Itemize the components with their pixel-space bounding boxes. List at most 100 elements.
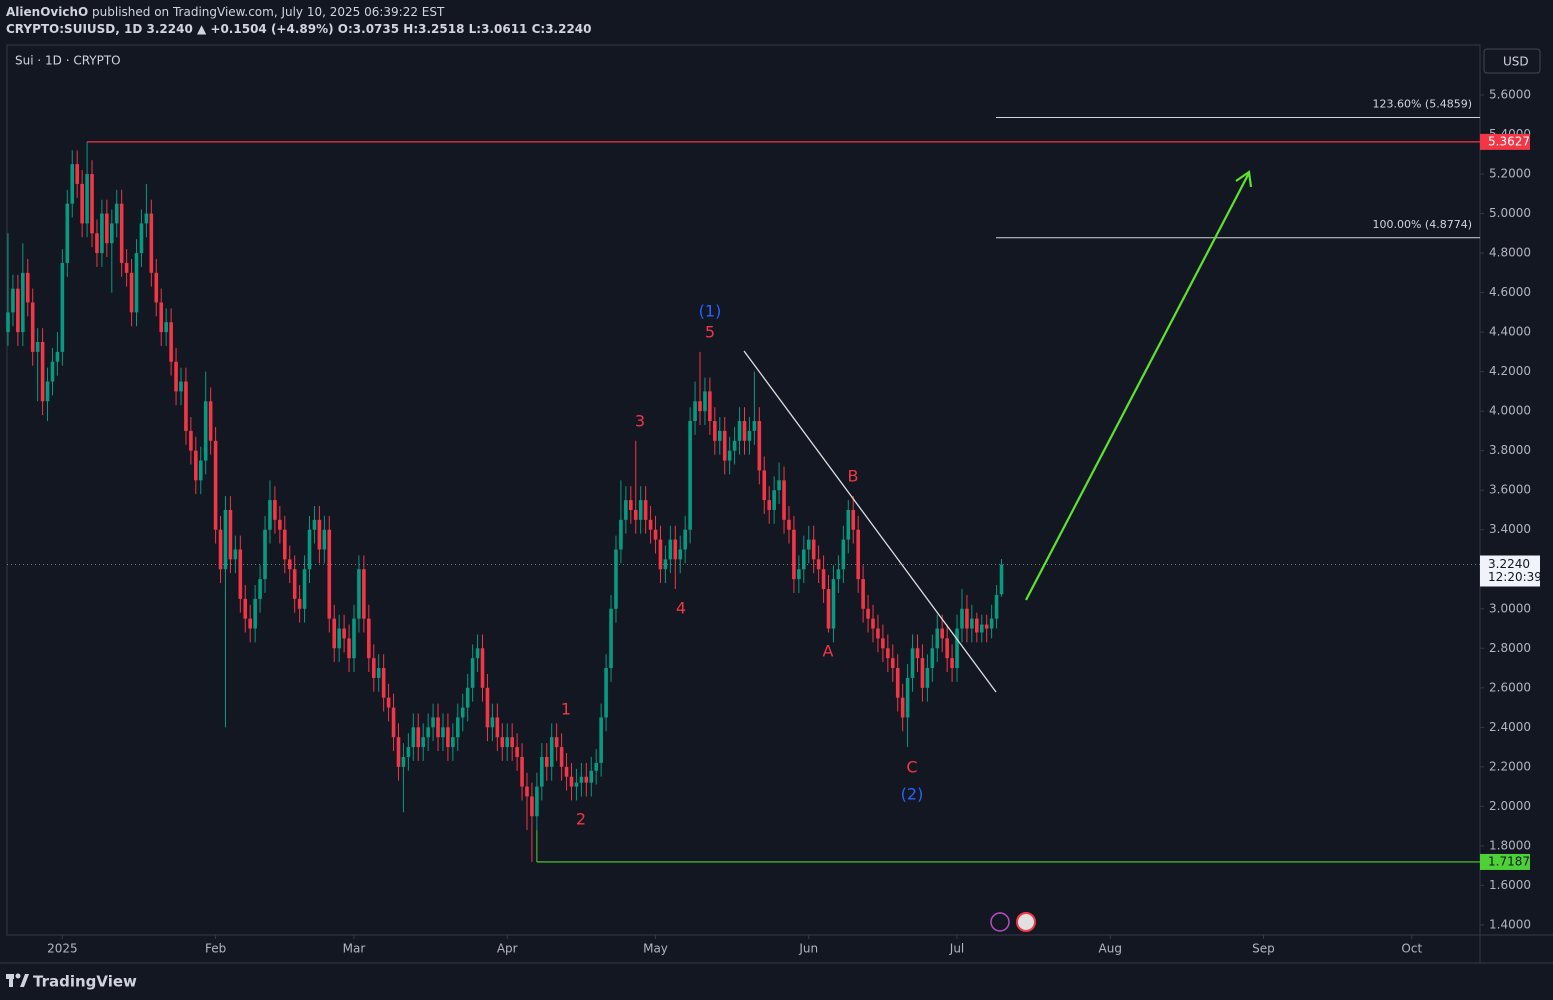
candle-body: [520, 756, 524, 787]
candle-body: [21, 272, 25, 333]
candle-body: [312, 519, 317, 530]
candle-body: [485, 687, 490, 728]
candle-body: [836, 569, 841, 580]
h-value: 3.2518: [418, 22, 465, 36]
candle-body: [475, 648, 480, 659]
target-arrow: [1025, 170, 1253, 601]
symbol-line: CRYPTO:SUIUSD, 1D 3.2240 ▲ +0.1504 (+4.8…: [6, 21, 592, 38]
series-layer: 5.60005.40005.20005.00004.80004.60004.40…: [6, 87, 1542, 956]
candle-body: [431, 717, 435, 728]
candle-body: [50, 361, 55, 382]
candle-body: [347, 638, 351, 659]
candle-body: [890, 658, 895, 669]
arrow-shaft: [1025, 172, 1250, 601]
candle-body: [806, 539, 811, 550]
candle-body: [228, 509, 233, 560]
candle-body: [45, 381, 50, 402]
candle-body: [119, 203, 124, 263]
candle-body: [930, 648, 935, 669]
l-label: L:: [468, 22, 482, 36]
candle-body: [510, 737, 514, 748]
c-label: C:: [531, 22, 546, 36]
price-badge-label: 5.3627: [1488, 134, 1530, 148]
candle-body: [629, 500, 633, 510]
candle-body: [70, 164, 75, 204]
candle-body: [297, 598, 302, 609]
candle-body: [381, 668, 386, 698]
publish-line: AlienOvichO published on TradingView.com…: [6, 4, 592, 21]
y-tick-label: 4.0000: [1489, 404, 1531, 418]
candle-body: [337, 628, 341, 649]
y-tick-label: 4.2000: [1489, 364, 1531, 378]
candle-body: [342, 628, 346, 639]
candle-body: [658, 539, 663, 570]
candle-body: [263, 529, 267, 580]
candle-body: [777, 480, 781, 491]
candle-body: [218, 529, 223, 570]
event-icon[interactable]: [1016, 912, 1036, 932]
candle-body: [154, 272, 159, 303]
candle-body: [436, 717, 440, 738]
y-tick-label: 2.2000: [1489, 759, 1531, 773]
y-tick-label: 5.0000: [1489, 206, 1531, 220]
header: AlienOvichO published on TradingView.com…: [6, 4, 592, 38]
candle-body: [579, 776, 584, 783]
candle-body: [727, 450, 732, 461]
brand: TradingView: [33, 973, 137, 991]
candle-body: [717, 430, 722, 441]
candle-body: [446, 727, 450, 748]
candle-body: [60, 262, 65, 352]
plot-area: [6, 44, 1481, 936]
candle-body: [189, 430, 193, 451]
candle-body: [905, 677, 910, 718]
candle-body: [460, 707, 465, 718]
candle-body: [856, 529, 860, 580]
candle-body: [490, 717, 495, 728]
y-tick-label: 2.4000: [1489, 720, 1531, 734]
event-icon[interactable]: [990, 912, 1010, 932]
candle-body: [975, 618, 979, 633]
candle-body: [273, 500, 277, 520]
candle-body: [772, 490, 776, 510]
fib-label: 100.00% (4.8774): [1372, 218, 1472, 231]
candle-body: [979, 624, 984, 633]
candle-body: [910, 648, 915, 678]
symbol: CRYPTO:SUIUSD, 1D: [6, 22, 143, 36]
candle-body: [871, 618, 875, 629]
event-icons[interactable]: [990, 912, 1036, 932]
candle-body: [767, 500, 772, 510]
candle-body: [451, 737, 455, 748]
candle-body: [124, 262, 129, 273]
countdown: 12:20:39: [1488, 570, 1542, 584]
candle-body: [925, 668, 930, 688]
candle-body: [722, 430, 727, 461]
h-label: H:: [403, 22, 419, 36]
candle-body: [752, 421, 757, 431]
candle-body: [866, 608, 870, 619]
candle-body: [881, 638, 885, 649]
candle-body: [737, 421, 742, 441]
currency-button[interactable]: [1483, 48, 1541, 74]
candle-body: [149, 213, 154, 273]
candle-body: [841, 539, 846, 570]
candle-body: [376, 668, 381, 678]
candle-body: [287, 559, 292, 570]
y-tick-label: 4.6000: [1489, 285, 1531, 299]
candle-body: [960, 608, 964, 629]
candle-body: [495, 717, 500, 738]
candle-body: [194, 450, 198, 481]
candle-body: [668, 539, 673, 560]
candle-body: [653, 529, 658, 540]
candle-body: [984, 624, 989, 629]
y-tick-label: 5.6000: [1489, 87, 1531, 101]
candle-body: [540, 756, 544, 787]
candle-body: [302, 569, 307, 609]
candle-body: [811, 539, 816, 560]
candle-body: [55, 351, 60, 362]
candle-body: [95, 233, 99, 254]
logo-part: [15, 973, 21, 979]
candle-body: [223, 509, 228, 570]
o-value: 3.0735: [352, 22, 400, 36]
